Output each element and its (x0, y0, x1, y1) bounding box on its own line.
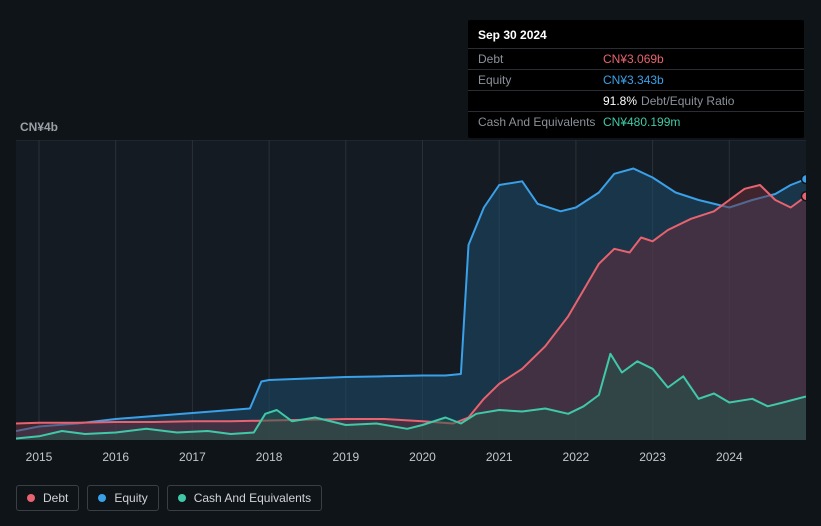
legend-item-debt[interactable]: Debt (16, 485, 79, 511)
legend-item-equity[interactable]: Equity (87, 485, 158, 511)
x-tick-label: 2016 (102, 450, 129, 464)
legend-label: Cash And Equivalents (194, 491, 311, 505)
legend-dot-icon (27, 494, 35, 502)
tooltip-date: Sep 30 2024 (468, 26, 804, 48)
tooltip-row-value: CN¥3.343b (603, 73, 664, 87)
tooltip-row-label: Debt (478, 52, 603, 66)
x-tick-label: 2015 (26, 450, 53, 464)
legend-label: Equity (114, 491, 147, 505)
tooltip-row-value: CN¥3.069b (603, 52, 664, 66)
tooltip-row-value: 91.8% (603, 94, 637, 108)
legend-item-cash-and-equivalents[interactable]: Cash And Equivalents (167, 485, 322, 511)
x-tick-label: 2017 (179, 450, 206, 464)
chart-svg[interactable] (16, 140, 806, 440)
x-axis-labels: 2015 2016 2017 2018 2019 2020 2021 2022 2023 2024 (16, 450, 806, 470)
y-tick-top: CN¥4b (20, 120, 58, 134)
x-tick-label: 2018 (256, 450, 283, 464)
x-tick-label: 2024 (716, 450, 743, 464)
tooltip-row-label (478, 94, 603, 108)
legend-dot-icon (98, 494, 106, 502)
x-tick-label: 2020 (409, 450, 436, 464)
legend-label: Debt (43, 491, 68, 505)
chart-area: CN¥4b CN¥0 20152016201720182019202020212… (16, 120, 806, 460)
tooltip-row: EquityCN¥3.343b (468, 69, 804, 90)
tooltip-row: DebtCN¥3.069b (468, 48, 804, 69)
legend-dot-icon (178, 494, 186, 502)
tooltip-row: 91.8% Debt/Equity Ratio (468, 90, 804, 111)
tooltip-row-suffix: Debt/Equity Ratio (641, 94, 734, 108)
tooltip-row-label: Equity (478, 73, 603, 87)
x-tick-label: 2022 (563, 450, 590, 464)
x-tick-label: 2023 (639, 450, 666, 464)
legend: Debt Equity Cash And Equivalents (16, 485, 322, 511)
x-tick-label: 2019 (332, 450, 359, 464)
x-tick-label: 2021 (486, 450, 513, 464)
